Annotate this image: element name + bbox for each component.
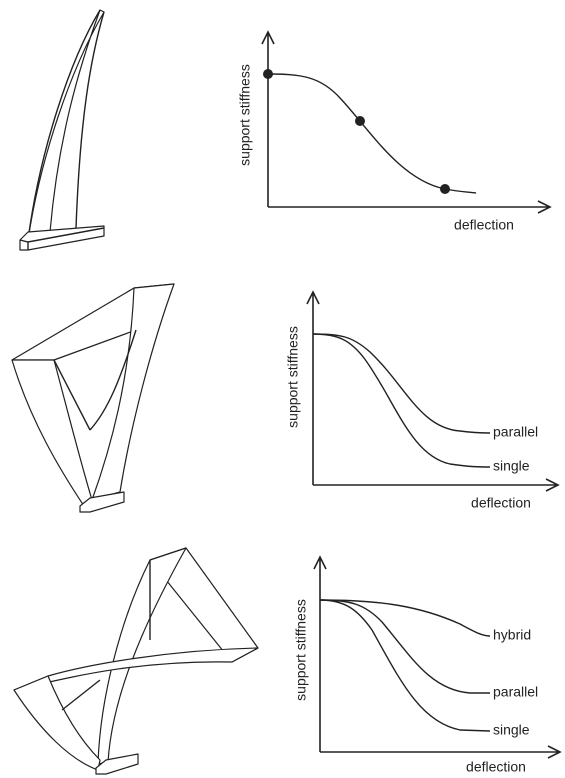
point — [263, 69, 273, 79]
x-axis — [320, 746, 560, 758]
chart-3: hybrid parallel single support stiffness… — [293, 557, 560, 775]
chart-2: parallel single support stiffness deflec… — [285, 292, 558, 511]
curve-label: parallel — [493, 684, 538, 700]
x-axis — [268, 201, 550, 213]
curve — [313, 334, 490, 433]
curve — [320, 600, 490, 731]
curve-label: single — [493, 722, 530, 738]
curve-label: parallel — [493, 424, 538, 440]
y-axis-label: support stiffness — [293, 599, 309, 701]
curve-label: hybrid — [493, 627, 531, 643]
y-axis — [314, 557, 326, 752]
y-axis-label: support stiffness — [285, 326, 301, 428]
parallel-flexure-drawing — [12, 284, 174, 512]
curve — [313, 334, 490, 467]
point — [355, 116, 365, 126]
x-axis — [313, 479, 558, 491]
figure: support stiffness deflection parallel si… — [0, 0, 565, 778]
x-axis-label: deflection — [471, 495, 531, 511]
single-flexure-drawing — [20, 10, 104, 250]
x-axis-label: deflection — [466, 759, 526, 775]
point — [440, 184, 450, 194]
y-axis — [307, 292, 319, 485]
curve-label: single — [493, 458, 530, 474]
y-axis — [262, 32, 274, 207]
x-axis-label: deflection — [454, 217, 514, 233]
y-axis-label: support stiffness — [237, 64, 253, 166]
curve — [268, 74, 476, 193]
chart-1: support stiffness deflection — [237, 32, 550, 233]
hybrid-flexure-drawing — [14, 548, 258, 774]
curve — [320, 600, 490, 693]
